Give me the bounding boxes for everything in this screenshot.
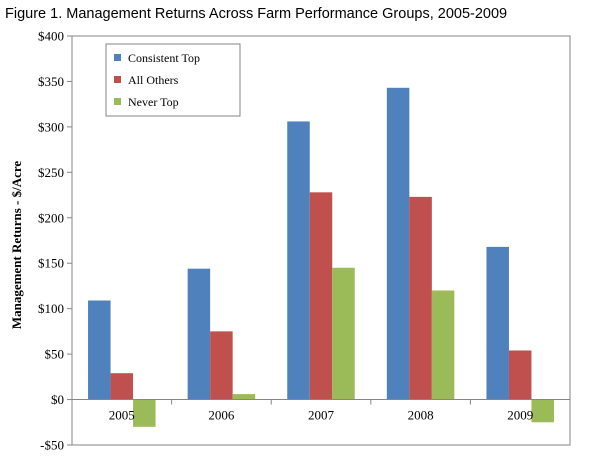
- bar-2009-all-others: [508, 350, 532, 400]
- legend-entry: Never Top: [128, 95, 179, 109]
- legend: Consistent Top All Others Never Top: [105, 43, 241, 117]
- x-tick-labels: 2005 2006 2007 2008 2009: [109, 408, 533, 423]
- x-tick-label: 2009: [507, 408, 533, 423]
- bar-2006-all-others: [210, 331, 233, 400]
- legend-box: [105, 43, 241, 117]
- y-axis-label: Management Returns - $/Acre: [9, 161, 24, 330]
- legend-swatch: [114, 98, 121, 105]
- x-axis: [71, 399, 571, 405]
- legend-entry: All Others: [128, 73, 179, 87]
- bar-2009-consistent-top: [486, 246, 509, 400]
- x-tick-label: 2008: [408, 408, 434, 423]
- y-tick-label: $200: [38, 210, 64, 225]
- legend-swatch: [114, 76, 121, 83]
- bar-2008-consistent-top: [386, 87, 410, 400]
- x-tick-label: 2006: [208, 408, 235, 423]
- bar-2007-all-others: [309, 192, 333, 400]
- legend-swatch: [114, 54, 121, 61]
- y-axis: -$50 $0 $50 $100 $150 $200 $250 $300 $350 $400: [38, 29, 72, 453]
- x-tick-label: 2007: [308, 408, 335, 423]
- y-tick-label: -$50: [40, 438, 64, 453]
- bar-2008-all-others: [409, 196, 432, 400]
- y-tick-label: $100: [38, 301, 64, 316]
- bar-2005-all-others: [110, 373, 134, 400]
- bar-2008-never-top: [431, 290, 455, 400]
- y-tick-label: $300: [38, 119, 64, 134]
- bar-2009-never-top: [531, 399, 554, 423]
- bars: [88, 87, 554, 427]
- bar-2005-consistent-top: [88, 300, 111, 400]
- bar-2006-never-top: [232, 394, 256, 400]
- bar-2006-consistent-top: [187, 268, 211, 400]
- y-tick-label: $400: [38, 29, 64, 44]
- y-tick-label: $150: [38, 256, 64, 271]
- x-tick-label: 2005: [109, 408, 135, 423]
- y-tick-label: $0: [51, 392, 64, 407]
- legend-entry: Consistent Top: [128, 51, 200, 65]
- bar-2007-never-top: [332, 267, 355, 400]
- bar-2005-never-top: [133, 399, 156, 427]
- y-tick-label: $350: [38, 74, 64, 89]
- chart-title: Figure 1. Management Returns Across Farm…: [5, 6, 508, 22]
- bar-2007-consistent-top: [287, 121, 310, 400]
- y-tick-label: $250: [38, 165, 64, 180]
- y-tick-label: $50: [45, 347, 65, 362]
